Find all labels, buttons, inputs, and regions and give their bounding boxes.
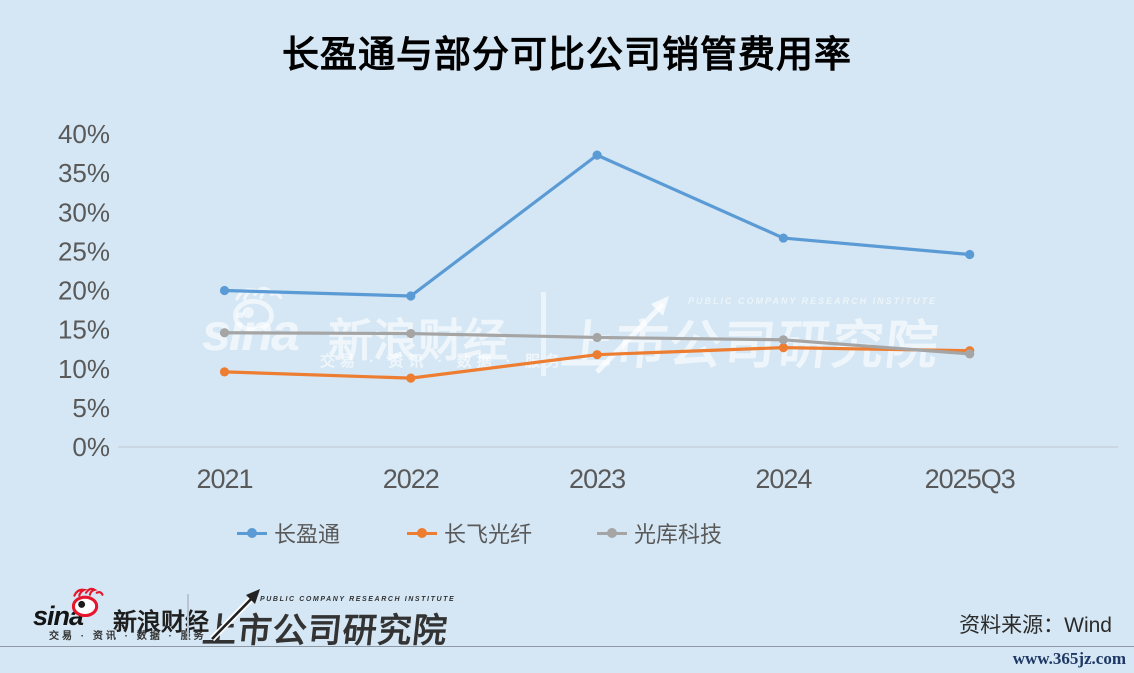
legend-dot-icon [417, 528, 427, 538]
series-point-长盈通 [219, 285, 230, 296]
legend-item-guangkukeji: 光库科技 [597, 517, 722, 549]
legend-label: 长盈通 [274, 522, 341, 547]
legend-dot-icon [247, 528, 257, 538]
series-point-光库科技 [406, 328, 416, 339]
y-axis-tick-label: 20% [58, 276, 110, 306]
series-point-光库科技 [592, 332, 602, 343]
legend-label: 长飞光纤 [444, 522, 533, 547]
site-url: www.365jz.com [1012, 649, 1126, 668]
series-point-光库科技 [219, 328, 230, 338]
y-axis-tick-label: 40% [58, 119, 110, 149]
sina-eye-logo-icon [71, 587, 104, 617]
footer-divider [187, 594, 189, 639]
y-axis-tick-label: 15% [58, 315, 110, 345]
legend-line-marker-icon [597, 528, 627, 538]
data-source-note: 资料来源：Wind [959, 614, 1112, 637]
series-point-长飞光纤 [406, 373, 416, 383]
y-axis-tick-label: 10% [58, 354, 110, 384]
series-point-长盈通 [778, 233, 789, 243]
series-point-长飞光纤 [778, 343, 789, 353]
x-axis-tick-label: 2024 [755, 464, 812, 494]
footer-rule [0, 646, 1134, 647]
series-point-长盈通 [406, 291, 416, 301]
sina-slogan: 交易 · 资讯 · 数据 · 服务 [49, 631, 207, 642]
series-point-长飞光纤 [592, 350, 602, 360]
legend-item-changyingtong: 长盈通 [237, 517, 340, 549]
series-point-长盈通 [965, 249, 975, 260]
x-axis-tick-label: 2021 [196, 464, 252, 494]
chart-legend: 长盈通 长飞光纤 光库科技 [0, 517, 1134, 549]
y-axis-tick-label: 0% [72, 432, 110, 462]
y-axis-tick-label: 30% [58, 197, 110, 227]
series-point-长飞光纤 [219, 367, 230, 377]
legend-line-marker-icon [407, 528, 437, 538]
y-axis-tick-label: 35% [58, 158, 110, 188]
series-point-光库科技 [965, 349, 975, 359]
x-axis-tick-label: 2025Q3 [925, 464, 1015, 494]
institute-arrow-icon [209, 589, 260, 642]
legend-line-marker-icon [237, 528, 267, 538]
institute-english-label: PUBLIC COMPANY RESEARCH INSTITUTE [260, 596, 456, 603]
chart-title: 长盈通与部分可比公司销管费用率 [282, 34, 852, 75]
x-axis-tick-label: 2022 [383, 464, 439, 494]
sina-finance-brand: 新浪财经 [113, 609, 209, 636]
legend-item-changfeiguangxian: 长飞光纤 [407, 517, 532, 549]
legend-label: 光库科技 [634, 522, 723, 547]
y-axis-tick-label: 5% [72, 393, 110, 423]
series-point-长盈通 [592, 150, 602, 160]
x-axis-tick-label: 2023 [569, 464, 625, 494]
legend-dot-icon [607, 528, 617, 538]
series-point-光库科技 [778, 335, 789, 345]
y-axis-tick-label: 25% [58, 236, 110, 266]
series-line-长盈通 [222, 153, 972, 298]
